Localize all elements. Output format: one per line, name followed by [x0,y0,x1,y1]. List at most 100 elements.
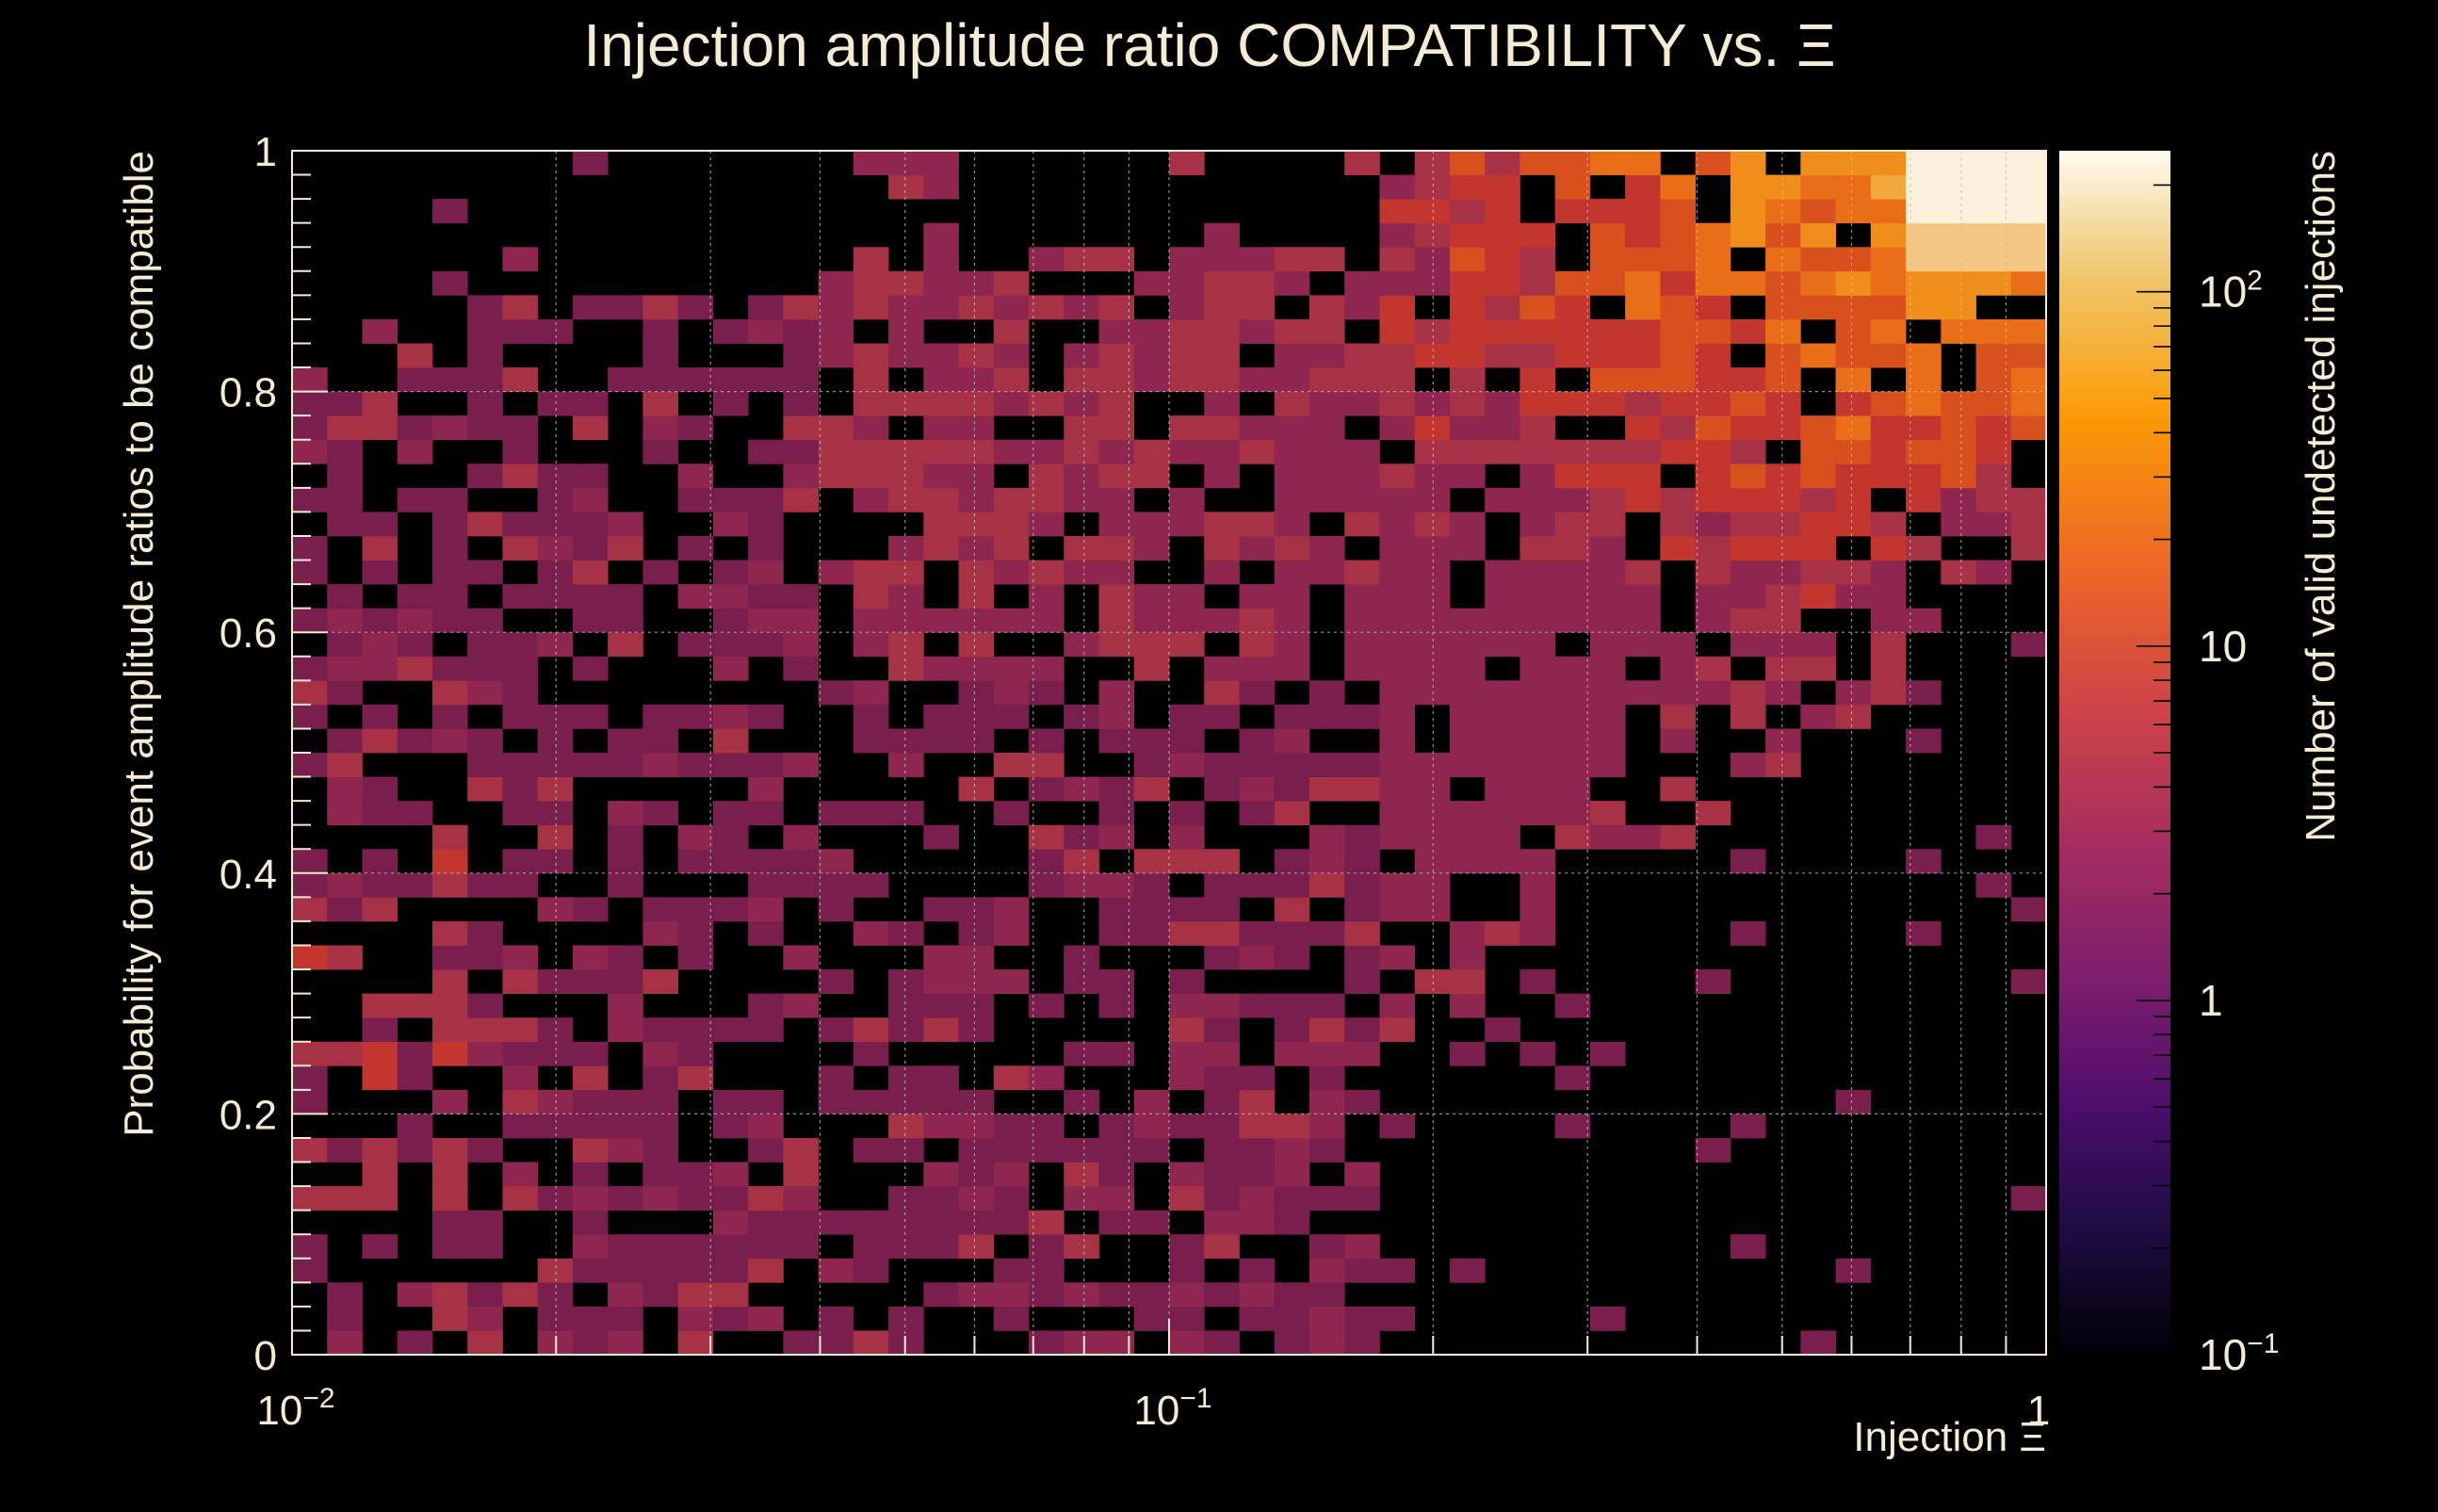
heatmap-cell [1239,1137,1276,1162]
heatmap-cell [1660,270,1696,296]
heatmap-cell [993,487,1030,512]
heatmap-cell [1344,487,1380,512]
heatmap-cell [1765,680,1801,706]
heatmap-cell [1133,753,1170,777]
heatmap-cell [958,632,995,658]
heatmap-cell [431,993,468,1018]
heatmap-cell [1169,632,1205,658]
heatmap-cell [431,1089,468,1114]
heatmap-cell [1835,391,1872,416]
heatmap-cell [1835,199,1872,224]
heatmap-cell [327,1282,363,1308]
heatmap-cell [502,1114,539,1139]
heatmap-cell [1520,343,1556,368]
heatmap-cell [1554,656,1591,681]
heatmap-cell [958,535,995,561]
heatmap-cell [818,1017,854,1043]
heatmap-cell [572,608,609,633]
x-tick-label: 10−2 [256,1383,334,1434]
heatmap-cell [1204,1234,1240,1260]
heatmap-cell [1414,415,1451,441]
heatmap-cell [1274,584,1310,610]
heatmap-cell [1765,247,1801,272]
heatmap-cell [993,343,1030,368]
heatmap-cell [888,487,924,512]
heatmap-cell [1906,487,1942,512]
heatmap-cell [958,1089,995,1114]
heatmap-cell [1379,728,1416,754]
heatmap-cell [502,584,539,610]
chart-title: Injection amplitude ratio COMPATIBILITY … [583,11,1835,79]
heatmap-cell [1449,174,1486,200]
heatmap-cell [537,728,574,754]
heatmap-cell [327,776,363,802]
heatmap-cell [292,1041,328,1066]
heatmap-cell [362,1162,398,1187]
heatmap-cell [1204,1137,1240,1162]
heatmap-cell [327,656,363,681]
heatmap-cell [1064,969,1099,994]
heatmap-cell [1414,584,1451,610]
heatmap-cell [572,1186,609,1211]
heatmap-cell [1344,1041,1380,1066]
heatmap-cell [1379,560,1416,585]
colorbar-tick-label: 10 [2199,622,2247,671]
heatmap-cell [1098,920,1135,946]
heatmap-cell [1449,463,1486,489]
heatmap-cell [1239,656,1276,681]
heatmap-cell [467,1234,503,1260]
heatmap-cell [1835,704,1872,729]
heatmap-cell [853,463,889,489]
heatmap-cell [608,969,643,994]
heatmap-cell [1414,753,1451,777]
heatmap-cell [888,1017,924,1043]
heatmap-cell [1064,343,1099,368]
heatmap-cell [1835,295,1872,320]
heatmap-cell [923,512,959,537]
heatmap-cell [748,584,784,610]
heatmap-cell [1625,584,1661,610]
heatmap-cell [1695,656,1731,681]
heatmap-cell [1414,560,1451,585]
heatmap-cell [608,295,643,320]
heatmap-cell [608,801,643,826]
heatmap-cell [362,632,398,658]
heatmap-cell [993,969,1030,994]
heatmap-cell [1485,632,1520,658]
heatmap-cell [1520,584,1556,610]
heatmap-cell [1941,151,1976,175]
heatmap-cell [1133,318,1170,344]
heatmap-cell [783,1234,819,1260]
heatmap-cell [1660,680,1696,706]
heatmap-cell [1485,801,1520,826]
heatmap-cell [1941,439,1976,464]
heatmap-cell [327,1041,363,1066]
heatmap-cell [502,1041,539,1066]
heatmap-cell [431,945,468,970]
heatmap-cell [467,993,503,1018]
heatmap-cell [1308,1137,1345,1162]
heatmap-cell [431,199,468,224]
heatmap-cell [712,1186,749,1211]
heatmap-cell [2010,343,2047,368]
heatmap-cell [642,1282,679,1308]
heatmap-cell [537,560,574,585]
heatmap-cell [431,487,468,512]
heatmap-cell [1239,753,1276,777]
heatmap-cell [1169,415,1205,441]
heatmap-cell [1589,391,1626,416]
heatmap-cell [1625,391,1661,416]
heatmap-cell [1204,1162,1240,1187]
heatmap-cell [502,1186,539,1211]
heatmap-cell [1554,174,1591,200]
heatmap-cell [1870,270,1907,296]
heatmap-cell [958,391,995,416]
heatmap-cell [1589,753,1626,777]
heatmap-cell [677,897,714,922]
heatmap-cell [1485,920,1520,946]
heatmap-cell [1344,367,1380,392]
heatmap-cell [888,1065,924,1091]
heatmap-cell [888,632,924,658]
heatmap-cell [712,753,749,777]
heatmap-cell [1169,1041,1205,1066]
